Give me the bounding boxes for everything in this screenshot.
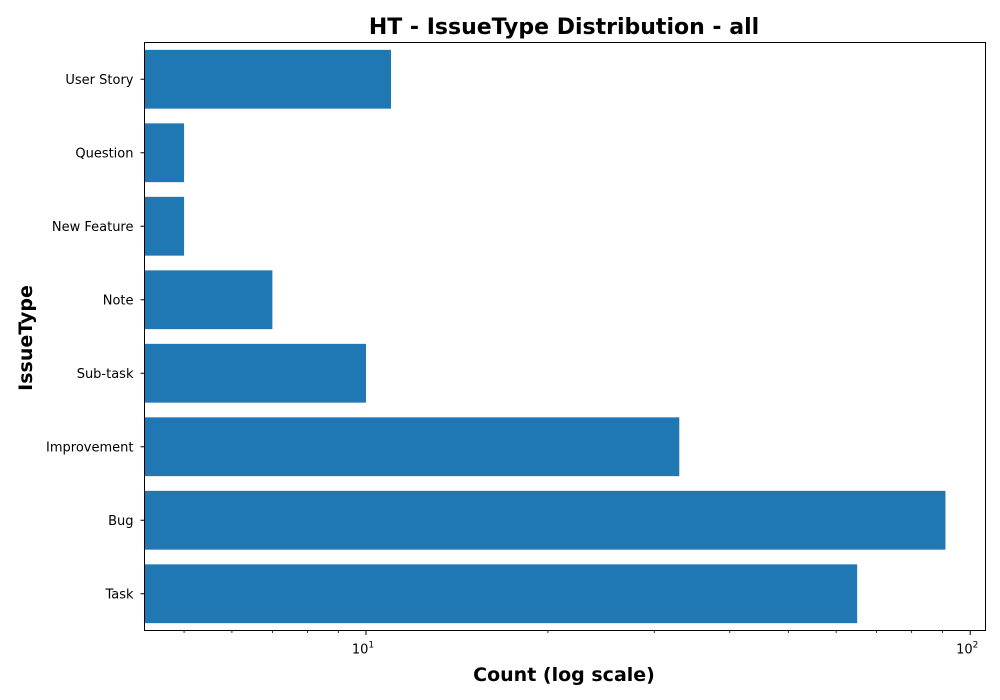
x-tick-exponent: 2 [973,641,979,651]
y-tick-label-improvement: Improvement [46,440,133,455]
y-tick-label-task: Task [104,587,134,602]
y-axis-label: IssueType [15,285,37,391]
bars-group [144,49,946,624]
bar-bug [144,490,946,550]
x-tick-label-100: 102 [956,641,978,658]
x-tick-exponent: 1 [368,641,374,651]
y-tick-label-new-feature: New Feature [52,220,134,235]
bar-note [144,270,273,330]
bar-improvement [144,417,680,477]
y-tick-label-note: Note [103,293,134,308]
y-tick-label-question: Question [75,146,133,161]
y-tick-label-bug: Bug [108,514,133,529]
x-tick-base: 10 [956,643,973,658]
bar-user-story [144,49,391,109]
x-tick-label-10: 101 [352,641,374,658]
bar-question [144,123,185,183]
y-axis-ticks: Task Bug Improvement Sub-task Note New Featur… [46,73,145,602]
x-axis-ticks: 101 102 [183,630,978,658]
x-tick-base: 10 [352,643,369,658]
bar-new-feature [144,196,185,256]
x-axis-label: Count (log scale) [473,664,655,686]
plot-frame [144,42,986,631]
y-tick-label-sub-task: Sub-task [77,367,134,382]
bar-sub-task [144,343,366,403]
y-tick-label-user-story: User Story [65,73,133,88]
bar-task [144,564,858,624]
chart-title: HT - IssueType Distribution - all [369,15,759,40]
